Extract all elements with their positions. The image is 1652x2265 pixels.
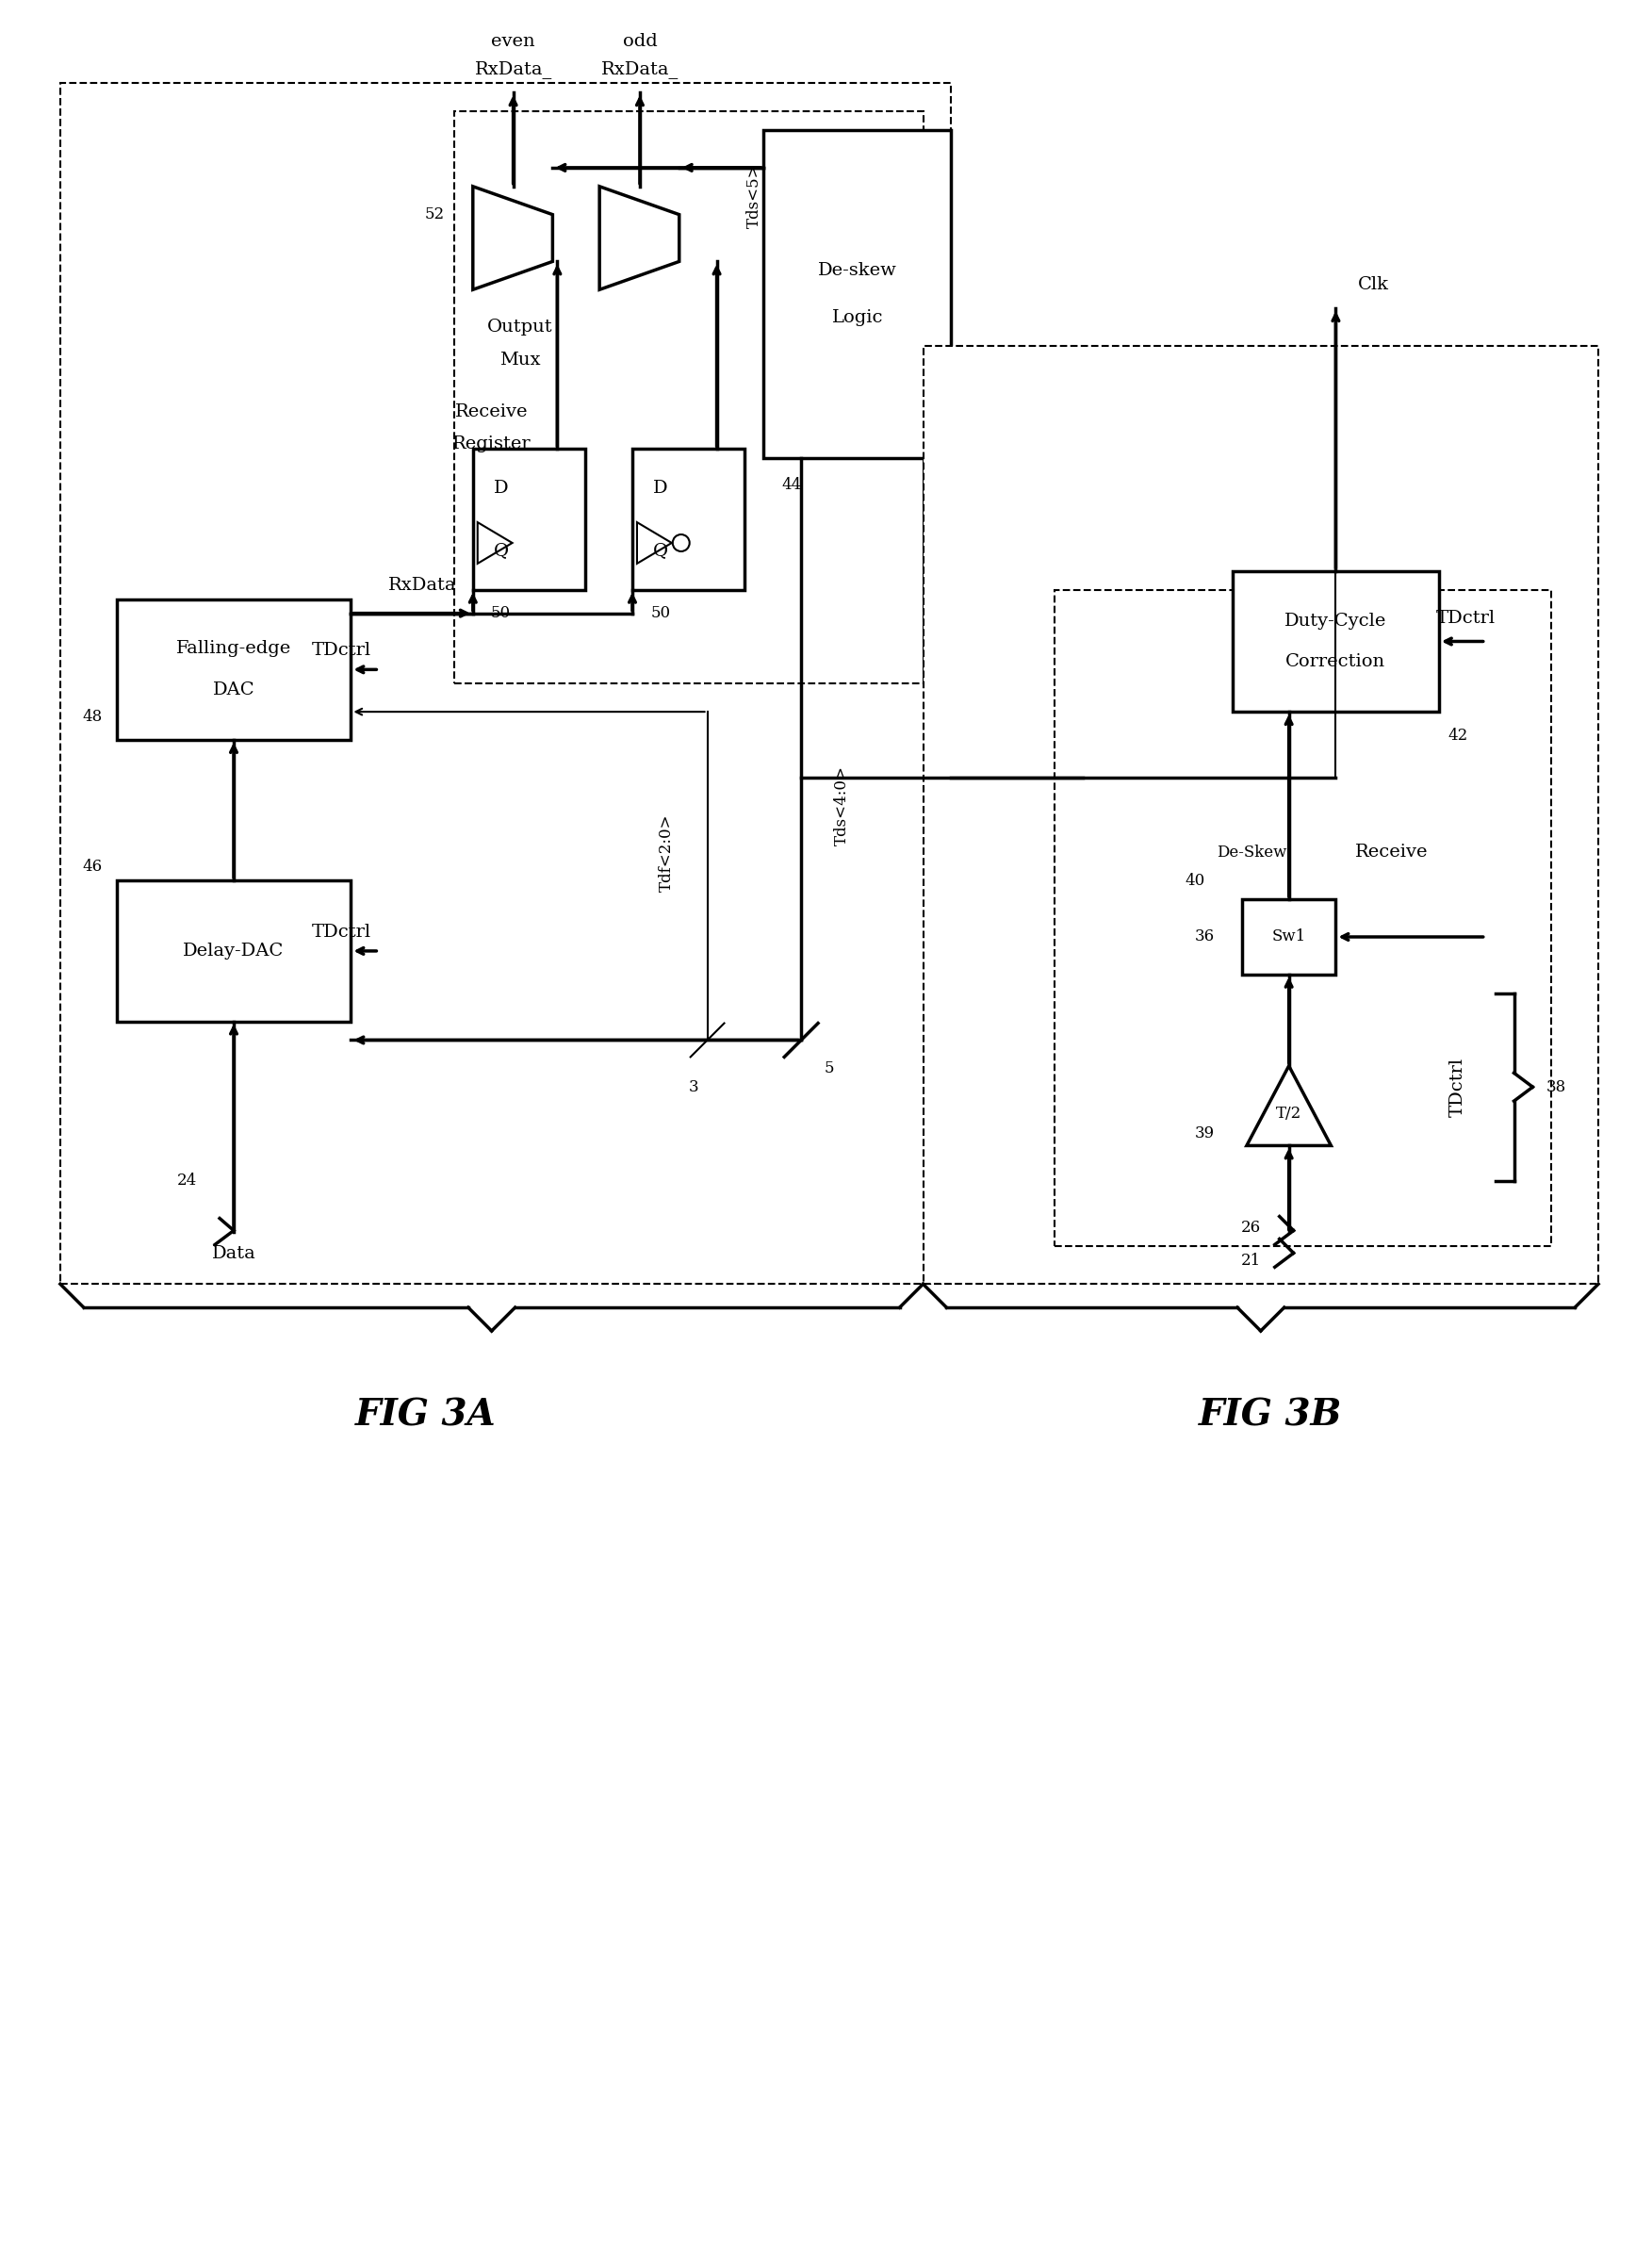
Text: Output: Output bbox=[487, 319, 552, 335]
Text: 44: 44 bbox=[781, 476, 801, 494]
Text: 24: 24 bbox=[177, 1173, 197, 1189]
Bar bbox=[472, 448, 585, 589]
Text: Logic: Logic bbox=[831, 310, 884, 326]
Text: Clk: Clk bbox=[1358, 276, 1389, 294]
Text: 21: 21 bbox=[1241, 1253, 1262, 1268]
Text: 52: 52 bbox=[425, 206, 444, 222]
Text: 42: 42 bbox=[1449, 727, 1469, 743]
Text: Receive: Receive bbox=[1356, 845, 1429, 861]
Text: FIG 3A: FIG 3A bbox=[355, 1398, 497, 1434]
Bar bbox=[117, 881, 350, 1022]
Text: Tdf<2:0>: Tdf<2:0> bbox=[659, 813, 674, 892]
Text: Correction: Correction bbox=[1285, 655, 1386, 670]
Text: 40: 40 bbox=[1184, 872, 1204, 888]
Text: Falling-edge: Falling-edge bbox=[177, 641, 291, 657]
Text: 39: 39 bbox=[1194, 1126, 1214, 1142]
Bar bbox=[633, 448, 745, 589]
Bar bbox=[117, 600, 350, 741]
Bar bbox=[763, 129, 952, 458]
Text: Delay-DAC: Delay-DAC bbox=[183, 942, 284, 960]
Bar bbox=[1232, 571, 1439, 711]
Text: Tds<4:0>: Tds<4:0> bbox=[834, 766, 851, 845]
Text: RxData: RxData bbox=[388, 578, 458, 593]
Text: TDctrl: TDctrl bbox=[312, 643, 372, 659]
Text: odd: odd bbox=[623, 32, 657, 50]
Text: DAC: DAC bbox=[213, 682, 254, 698]
Text: TDctrl: TDctrl bbox=[312, 924, 372, 940]
Text: 38: 38 bbox=[1546, 1078, 1566, 1094]
Text: 50: 50 bbox=[491, 605, 510, 621]
Text: De-Skew: De-Skew bbox=[1216, 845, 1287, 861]
Text: Receive: Receive bbox=[454, 403, 529, 419]
Text: Mux: Mux bbox=[499, 351, 540, 369]
Text: D: D bbox=[653, 480, 667, 496]
Text: 48: 48 bbox=[83, 709, 102, 725]
Bar bbox=[923, 347, 1599, 1284]
Text: TDctrl: TDctrl bbox=[1449, 1058, 1467, 1117]
Bar bbox=[1054, 589, 1551, 1246]
Text: 5: 5 bbox=[824, 1060, 834, 1076]
Bar bbox=[1242, 899, 1336, 974]
Text: T/2: T/2 bbox=[1275, 1105, 1302, 1121]
Text: Q: Q bbox=[494, 541, 509, 559]
Text: D: D bbox=[494, 480, 509, 496]
Text: RxData_: RxData_ bbox=[474, 61, 552, 77]
Text: FIG 3B: FIG 3B bbox=[1198, 1398, 1341, 1434]
Bar bbox=[59, 84, 952, 1284]
Text: Tds<5>: Tds<5> bbox=[747, 163, 762, 229]
Text: RxData_: RxData_ bbox=[601, 61, 679, 77]
Text: 26: 26 bbox=[1241, 1221, 1260, 1237]
Text: even: even bbox=[491, 32, 535, 50]
Bar bbox=[454, 111, 923, 684]
Text: 50: 50 bbox=[651, 605, 671, 621]
Text: Sw1: Sw1 bbox=[1272, 929, 1307, 945]
Text: 3: 3 bbox=[689, 1078, 699, 1094]
Text: 46: 46 bbox=[83, 858, 102, 874]
Text: Data: Data bbox=[211, 1246, 256, 1262]
Text: Duty-Cycle: Duty-Cycle bbox=[1285, 612, 1386, 630]
Text: Q: Q bbox=[653, 541, 667, 559]
Text: TDctrl: TDctrl bbox=[1436, 609, 1495, 627]
Text: Register: Register bbox=[453, 435, 530, 453]
Text: 36: 36 bbox=[1194, 929, 1214, 945]
Text: De-skew: De-skew bbox=[818, 263, 897, 279]
